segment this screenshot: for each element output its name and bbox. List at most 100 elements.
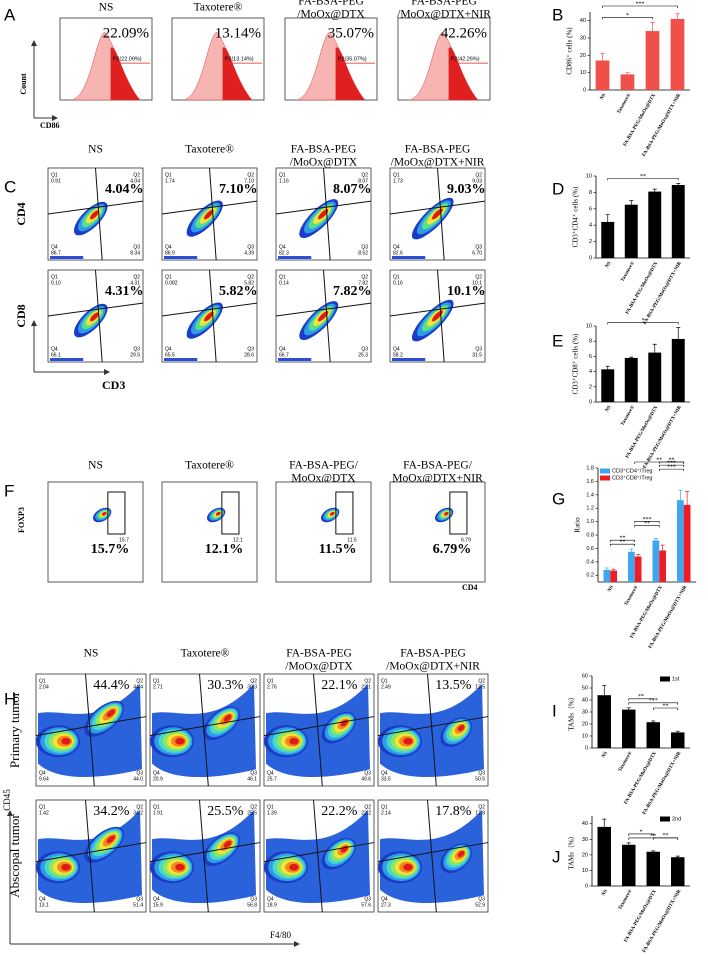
bar [603, 569, 611, 582]
gate-line [47, 302, 144, 317]
percent-label: 13.5% [435, 678, 472, 693]
plot-title: Taxotere® [181, 648, 230, 660]
density-level [318, 209, 329, 220]
density-level [223, 840, 232, 848]
plot-title: /MoOx@DTX [297, 9, 365, 21]
plot-title: /MoOx@DTX+NIR [397, 9, 491, 21]
quadrant-name: Q3 [250, 770, 257, 776]
percent-label: 9.03% [447, 182, 486, 197]
density-blob [378, 725, 422, 758]
gate-line [389, 302, 486, 317]
density-level [106, 709, 116, 718]
histogram-gated [335, 47, 365, 100]
x-tick-label: NS [605, 405, 613, 413]
quadrant-value: 51.4 [133, 902, 143, 908]
significance-label: * [642, 318, 645, 324]
plot-title: FA-BSA-PEG/ [403, 460, 473, 472]
gate-line [377, 842, 489, 863]
significance-label: * [640, 829, 643, 835]
quadrant-name: Q2 [478, 804, 485, 810]
axis-label: Count [19, 73, 28, 95]
density-blob [440, 717, 472, 748]
gate-line [95, 269, 103, 363]
y-tick-label: 10 [582, 868, 588, 874]
plot-title: FA-BSA-PEG [298, 0, 364, 8]
density-level [215, 511, 221, 516]
gate-line [323, 167, 331, 261]
quadrant-value: 0.91 [51, 178, 61, 184]
quadrant-value: 2.14 [381, 810, 391, 816]
quadrant-name: Q3 [364, 770, 371, 776]
quadrant-name: Q1 [165, 172, 172, 178]
quadrant-name: Q2 [247, 172, 254, 178]
y-tick-label: 0 [585, 883, 588, 889]
density-level [289, 863, 299, 871]
quadrant-value: 2.49 [381, 684, 391, 690]
significance-label: ** [663, 703, 669, 709]
y-tick-label: 2 [589, 384, 592, 390]
quadrant-value: 2.04 [39, 684, 49, 690]
quadrant-name: Q4 [279, 346, 286, 352]
error-bar [660, 544, 665, 551]
quadrant-name: Q1 [39, 678, 46, 684]
y-tick-label: 1.4 [586, 492, 594, 498]
bar [624, 204, 638, 258]
y-axis-label: CD3⁺CD4⁺ cells (%) [572, 186, 580, 247]
quadrant-value: 2.76 [267, 684, 277, 690]
error-bar [605, 214, 610, 222]
bar [620, 74, 635, 90]
x-tick-label: NS [601, 889, 609, 897]
density-level [204, 311, 214, 322]
gate-label: P2(22.09%) [113, 57, 142, 63]
quadrant-value: 58.2 [393, 352, 403, 358]
significance-bracket [658, 464, 685, 468]
gate-line [161, 200, 258, 215]
y-tick-label: 0.4 [586, 559, 594, 565]
density-blob [84, 826, 125, 863]
quadrant-name: Q1 [381, 804, 388, 810]
bar [671, 857, 685, 886]
quadrant-name: Q4 [381, 896, 388, 902]
percent-label: 22.09% [103, 25, 149, 41]
quadrant-name: Q2 [364, 678, 371, 684]
gate-label: 6.79 [461, 537, 471, 543]
x-tick-label: NS [605, 261, 613, 269]
x-tick-label: Taxotere® [620, 260, 637, 283]
x-tick-label: Taxotere® [623, 584, 640, 607]
y-tick-label: 60 [582, 673, 588, 679]
row-label: Abscopal tumor [7, 814, 22, 898]
error-bar [652, 188, 657, 192]
density-blob [378, 851, 422, 884]
significance-label: ** [656, 457, 662, 463]
quadrant-name: Q4 [51, 346, 58, 352]
y-tick-label: 30 [582, 709, 588, 715]
y-tick-label: 30 [580, 35, 586, 41]
bar [624, 357, 638, 402]
quadrant-name: Q2 [361, 274, 368, 280]
gate-box [107, 491, 126, 535]
quadrant-name: Q4 [267, 896, 274, 902]
quadrant-value: 29.5 [130, 352, 140, 358]
axis-label: CD86 [40, 121, 60, 130]
error-bar [629, 356, 634, 358]
error-bar [625, 72, 630, 75]
panel-letter: C [4, 177, 16, 196]
legend-label: 2nd [672, 816, 681, 822]
percent-label: 22.1% [321, 678, 358, 693]
quadrant-name: Q3 [361, 244, 368, 250]
density-level [443, 511, 449, 516]
significance-bracket [628, 698, 654, 701]
density-blob [92, 507, 112, 523]
quadrant-name: Q4 [39, 896, 46, 902]
quadrant-value: 50.5 [475, 776, 485, 782]
gate-line [377, 716, 489, 737]
quadrant-name: Q1 [153, 804, 160, 810]
quadrant-value: 25.5 [247, 810, 257, 816]
density-blob [264, 725, 308, 758]
bar [683, 504, 691, 582]
density-blob [150, 851, 194, 884]
density-level [101, 511, 107, 516]
quadrant-name: Q2 [475, 172, 482, 178]
